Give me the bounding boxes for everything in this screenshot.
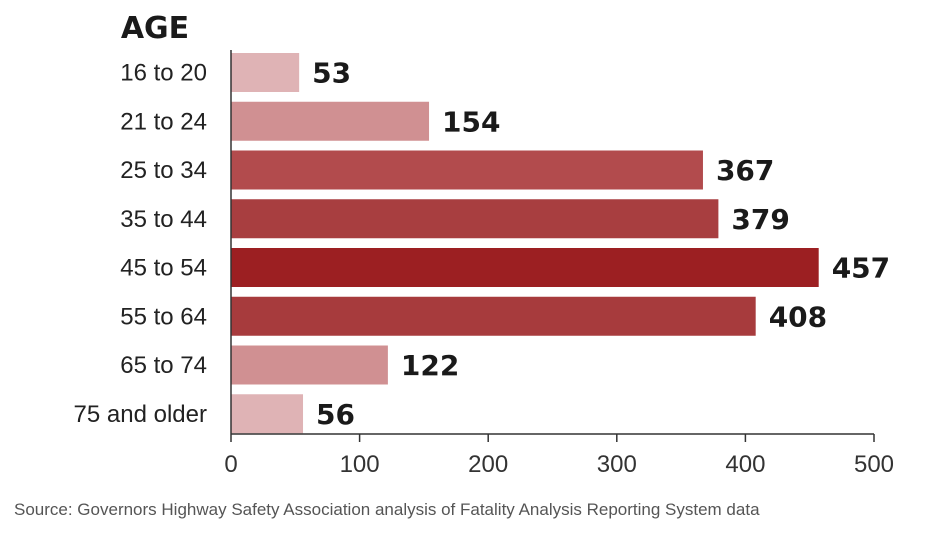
x-tick-label-2: 200 [468,451,508,478]
bar-5 [231,296,756,336]
value-label-1: 154 [442,105,500,138]
value-label-3: 379 [731,203,789,236]
category-label-7: 75 and older [74,401,207,428]
category-label-1: 21 to 24 [120,108,207,135]
x-tick-label-4: 400 [725,451,765,478]
value-label-0: 53 [312,57,351,90]
category-label-0: 16 to 20 [120,60,207,87]
bar-6 [231,345,388,385]
value-label-4: 457 [832,252,890,285]
value-label-2: 367 [716,154,774,187]
bar-1 [231,101,430,141]
value-label-7: 56 [316,398,355,431]
bar-3 [231,199,719,239]
category-label-2: 25 to 34 [120,157,207,184]
source-note: Source: Governors Highway Safety Associa… [14,500,760,519]
category-label-3: 35 to 44 [120,206,207,233]
category-label-5: 55 to 64 [120,303,207,330]
bar-4 [231,248,819,287]
category-label-6: 65 to 74 [120,352,207,379]
bar-7 [231,394,304,434]
bar-chart: AGE 16 to 20 53 21 to 24 154 25 to 34 367 35 t… [74,11,894,478]
bar-2 [231,150,703,190]
value-label-5: 408 [769,300,827,333]
bars-group: 16 to 20 53 21 to 24 154 25 to 34 367 35 to 44… [74,53,890,434]
x-tick-label-1: 100 [340,451,380,478]
x-tick-label-3: 300 [597,451,637,478]
x-tick-label-5: 500 [854,451,894,478]
category-label-4: 45 to 54 [120,255,207,282]
value-label-6: 122 [401,349,459,382]
bar-0 [231,53,300,92]
x-tick-label-0: 0 [224,451,237,478]
x-axis-ticks: 0 100 200 300 400 500 [224,434,894,478]
y-axis-label: AGE [121,11,189,46]
